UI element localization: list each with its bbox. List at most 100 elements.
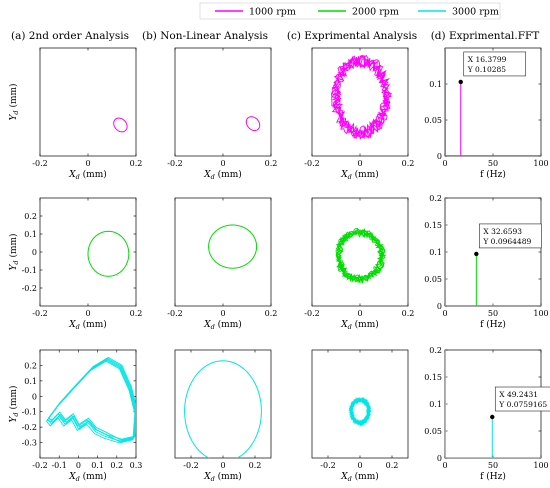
- y-tick-label: 0.1: [429, 400, 442, 409]
- x-tick-label: 0.2: [265, 159, 278, 168]
- x-tick-label: 0.2: [130, 309, 143, 318]
- x-label-unit: (mm): [352, 471, 379, 482]
- x-tick-label: 0.2: [402, 309, 415, 318]
- legend-label-1: 2000 rpm: [352, 7, 399, 18]
- datatip-y: Y 0.0964489: [482, 237, 531, 246]
- column-title-2: (c) Exprimental Analysis: [287, 30, 417, 42]
- x-tick-label: -0.2: [320, 461, 335, 470]
- x-axis-label: f (Hz): [480, 471, 506, 482]
- x-tick-label: 0.2: [110, 461, 123, 470]
- orbit-trace: [113, 117, 128, 133]
- x-tick-label: 0.2: [130, 159, 143, 168]
- y-tick-label: 0.1: [24, 377, 37, 386]
- x-label-text: f (Hz): [480, 319, 506, 330]
- y-axis-label: Yd (mm): [8, 83, 20, 120]
- axes-box: [311, 197, 409, 307]
- y-tick-label: 0: [437, 152, 442, 161]
- plot-area: [445, 198, 541, 306]
- x-tick-label: 100: [533, 309, 548, 318]
- orbit-trace: [332, 56, 390, 140]
- panel-c1: -0.2 0 0.2 Xd (mm): [304, 47, 415, 181]
- plot-area: [113, 117, 128, 133]
- plot-area: [445, 350, 541, 458]
- x-axis-label: Xd (mm): [340, 471, 379, 483]
- datatip-marker: [490, 414, 495, 420]
- axes-box: [444, 197, 542, 307]
- orbit-trace: [46, 360, 136, 444]
- x-tick-label: 0.2: [265, 309, 278, 318]
- y-label-unit: (mm): [8, 233, 19, 260]
- x-axis-label: f (Hz): [480, 319, 506, 330]
- x-label-symbol: X: [203, 170, 211, 180]
- x-axis-label: Xd (mm): [340, 319, 379, 331]
- x-tick-label: 50: [488, 309, 498, 318]
- plot-area: [335, 227, 387, 285]
- x-tick-label: 0: [442, 461, 447, 470]
- column-title-0: (a) 2nd order Analysis: [11, 30, 129, 42]
- plot-area: [348, 396, 372, 427]
- x-label-symbol: X: [340, 170, 348, 180]
- x-label-sub: d: [76, 173, 80, 181]
- panel-b1: -0.2 0 0.2 Xd (mm): [167, 47, 278, 181]
- x-tick-label: 0: [76, 461, 81, 470]
- x-label-unit: (mm): [215, 169, 242, 180]
- x-tick-label: 0.2: [386, 461, 399, 470]
- x-tick-label: 0: [85, 309, 90, 318]
- datatip-marker: [474, 251, 479, 257]
- y-tick-label: 0.2: [24, 361, 37, 370]
- axes-box: [174, 349, 272, 459]
- legend-label-2: 3000 rpm: [452, 7, 499, 18]
- y-label-unit: (mm): [8, 385, 19, 412]
- column-title-1: (b) Non-Linear Analysis: [142, 30, 268, 42]
- orbit-trace: [245, 116, 261, 131]
- x-label-symbol: X: [203, 320, 211, 330]
- datatip-x: X 16.3799: [468, 55, 507, 64]
- y-label-symbol: Y: [9, 114, 19, 121]
- y-tick-label: 0.15: [424, 373, 442, 382]
- axes-box: [174, 197, 272, 307]
- y-tick-label: -0.1: [22, 408, 37, 417]
- panel-b2: -0.2 0 0.2 Xd (mm): [167, 197, 278, 331]
- x-axis-label: Xd (mm): [203, 471, 242, 483]
- y-tick-label: 0.2: [429, 194, 442, 203]
- x-label-unit: (mm): [215, 319, 242, 330]
- x-label-symbol: X: [68, 320, 76, 330]
- x-label-text: f (Hz): [480, 471, 506, 482]
- x-tick-label: 0.2: [402, 159, 415, 168]
- x-axis-label: Xd (mm): [340, 169, 379, 181]
- panel-a3: -0.2 -0.1 0 0.1 0.2 0.3-0.3-0.2-0.100.10.2Xd …: [8, 349, 143, 483]
- orbit-trace: [335, 228, 385, 281]
- y-tick-label: 0.05: [424, 116, 442, 125]
- x-tick-label: 100: [533, 159, 548, 168]
- x-tick-label: 0.3: [130, 461, 143, 470]
- y-tick-label: 0.1: [429, 248, 442, 257]
- y-tick-label: 0.05: [424, 275, 442, 284]
- x-label-sub: d: [76, 323, 80, 331]
- x-label-symbol: X: [340, 320, 348, 330]
- x-tick-label: -0.2: [32, 309, 47, 318]
- x-axis-label: Xd (mm): [203, 169, 242, 181]
- x-tick-label: 50: [488, 461, 498, 470]
- plot-area: [445, 48, 541, 156]
- x-tick-label: 100: [533, 461, 548, 470]
- x-tick-label: 0: [357, 309, 362, 318]
- x-tick-label: -0.1: [51, 461, 66, 470]
- x-label-text: f (Hz): [480, 169, 506, 180]
- y-tick-label: 0.05: [424, 427, 442, 436]
- y-label-sub: d: [12, 260, 20, 264]
- datatip-y: Y 0.10285: [467, 65, 507, 74]
- x-label-sub: d: [348, 323, 352, 331]
- y-tick-label: 0: [437, 302, 442, 311]
- orbit-trace: [335, 228, 385, 282]
- column-titles: (a) 2nd order Analysis (b) Non-Linear Ana…: [11, 30, 539, 42]
- legend-box: [199, 2, 501, 20]
- panel-a1: -0.2 0 0.2Xd (mm)Yd (mm): [8, 47, 143, 181]
- x-label-symbol: X: [68, 170, 76, 180]
- y-label-sub: d: [12, 110, 20, 114]
- plot-area: [208, 224, 258, 269]
- x-tick-label: 0: [220, 461, 225, 470]
- axes-box: [174, 47, 272, 157]
- y-tick-label: 0.15: [424, 221, 442, 230]
